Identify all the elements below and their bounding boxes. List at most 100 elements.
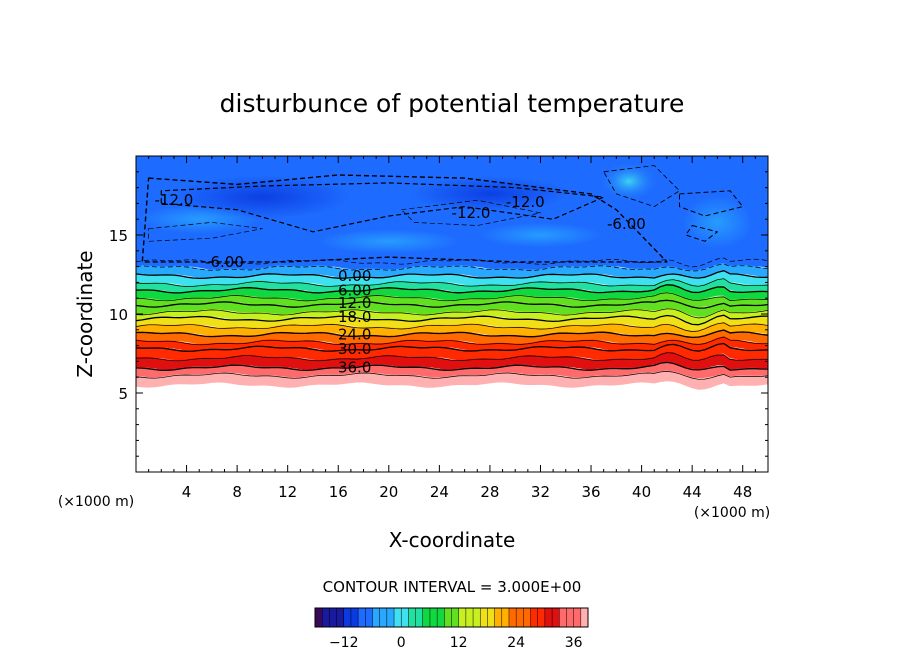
colorbar-cell xyxy=(401,608,409,627)
x-tick-label: 12 xyxy=(278,483,297,501)
upper-region-cell xyxy=(598,161,659,202)
contour-line-3 xyxy=(136,278,768,287)
band-39 xyxy=(136,370,768,390)
y-axis-label: Z-coordinate xyxy=(73,250,97,377)
contour-neg-upper-b xyxy=(679,190,744,217)
colorbar-cell xyxy=(358,608,366,627)
contour-line-6 xyxy=(136,284,768,294)
contour-line-36 xyxy=(136,361,768,372)
colorbar-cell xyxy=(566,608,575,627)
colorbar-cell xyxy=(458,608,467,627)
colorbar-cell xyxy=(508,608,517,627)
upper-region-cell xyxy=(318,229,459,254)
y-tick-label: 5 xyxy=(118,385,128,403)
x-tick-label: 28 xyxy=(480,483,499,501)
contour-neg-upper-d xyxy=(148,222,263,242)
colorbar-cell xyxy=(444,608,452,627)
x-tick-label: 40 xyxy=(632,483,651,501)
chart-title: disturbunce of potential temperature xyxy=(220,89,685,118)
x-tick-label: 48 xyxy=(733,483,752,501)
colorbar-tick-label: −12 xyxy=(329,635,359,651)
band-18 xyxy=(136,314,768,333)
colorbar-cell xyxy=(465,608,474,627)
colorbar-cell xyxy=(372,608,381,627)
y-tick-label: 10 xyxy=(109,306,128,324)
colorbar-cell xyxy=(379,608,388,627)
colorbar-frame xyxy=(314,607,589,628)
x-tick-label: 20 xyxy=(379,483,398,501)
svg-text:0.00: 0.00 xyxy=(338,267,371,285)
svg-text:12.0: 12.0 xyxy=(338,294,371,312)
contour-line-18 xyxy=(136,314,768,326)
contour-label: 18.0 xyxy=(338,308,371,326)
x-unit-right: (×1000 m) xyxy=(694,505,770,521)
colorbar-cell xyxy=(523,608,531,627)
colorbar-cell xyxy=(573,608,582,627)
colorbar-cell xyxy=(487,608,496,627)
x-tick-label: 24 xyxy=(430,483,449,501)
contour-neg-upper-a xyxy=(603,165,680,207)
contour-interval: CONTOUR INTERVAL = 3.000E+00 xyxy=(323,578,582,596)
colorbar-cell xyxy=(429,608,438,627)
colorbar-cell xyxy=(451,608,460,627)
colorbar-cell xyxy=(315,608,323,627)
x-tick-label: 8 xyxy=(232,483,242,501)
contour-label: 24.0 xyxy=(338,326,371,344)
x-tick-label: 36 xyxy=(581,483,600,501)
contour-label: 6.00 xyxy=(338,281,371,299)
band-21 xyxy=(136,322,768,339)
x-axis-label: X-coordinate xyxy=(389,528,516,552)
contour-line-30 xyxy=(136,342,768,352)
x-tick-label: 32 xyxy=(531,483,550,501)
contour-label: -12.0 xyxy=(452,204,491,222)
colorbar-cell xyxy=(480,608,488,627)
x-axis: 4 8 12 16 20 24 28 32 36 40 44 48 xyxy=(148,156,756,501)
y-tick-label: 15 xyxy=(109,227,128,245)
colorbar-cell xyxy=(415,608,424,627)
upper-region-cell xyxy=(683,196,752,249)
x-unit-left: (×1000 m) xyxy=(58,494,134,510)
colorbar-cell xyxy=(437,608,445,627)
x-tick-label: 4 xyxy=(182,483,192,501)
colorbar-cell xyxy=(559,608,567,627)
colorbar-cell xyxy=(322,608,330,627)
colorbar-cell xyxy=(350,608,359,627)
contour-line--6 xyxy=(136,257,768,268)
contour-label: -6.00 xyxy=(607,215,646,233)
svg-text:-12.0: -12.0 xyxy=(452,204,491,222)
band-9 xyxy=(136,292,768,308)
band-33 xyxy=(136,351,768,371)
colorbar-cell xyxy=(343,608,352,627)
colorbar-cell xyxy=(386,608,395,627)
contour-line-12 xyxy=(136,299,768,309)
svg-text:-12.0: -12.0 xyxy=(155,191,194,209)
colorbar-tick-label: 24 xyxy=(507,635,525,651)
contour-line-24 xyxy=(136,329,768,339)
contour-line-21 xyxy=(136,322,768,332)
contour-line-15 xyxy=(136,308,768,319)
contour-line-27 xyxy=(136,336,768,346)
contour-line-0 xyxy=(136,270,768,280)
contour-line--3 xyxy=(136,263,768,272)
contour-line-33 xyxy=(136,352,768,362)
colorbar-tick-label: 36 xyxy=(565,635,583,651)
contour-line-9 xyxy=(136,292,768,302)
contour-label: -12.0 xyxy=(155,191,194,209)
colorbar-cell xyxy=(580,608,589,627)
band--6 xyxy=(136,257,768,273)
upper-region-cell xyxy=(409,175,570,212)
contour-label: 36.0 xyxy=(338,359,371,377)
colorbar-cell xyxy=(516,608,524,627)
colorbar-cell xyxy=(473,608,481,627)
svg-text:30.0: 30.0 xyxy=(338,340,371,358)
svg-text:18.0: 18.0 xyxy=(338,308,371,326)
x-tick-label: 16 xyxy=(329,483,348,501)
contour-neg12 xyxy=(160,182,605,233)
upper-region-cell xyxy=(139,205,260,234)
colorbar-tick-label: 12 xyxy=(450,635,468,651)
colorbar-cell xyxy=(336,608,345,627)
contour-neg-upper-c xyxy=(685,225,718,242)
colorbar-cell xyxy=(530,608,539,627)
x-tick-label: 44 xyxy=(683,483,702,501)
contour-lines xyxy=(136,165,768,380)
